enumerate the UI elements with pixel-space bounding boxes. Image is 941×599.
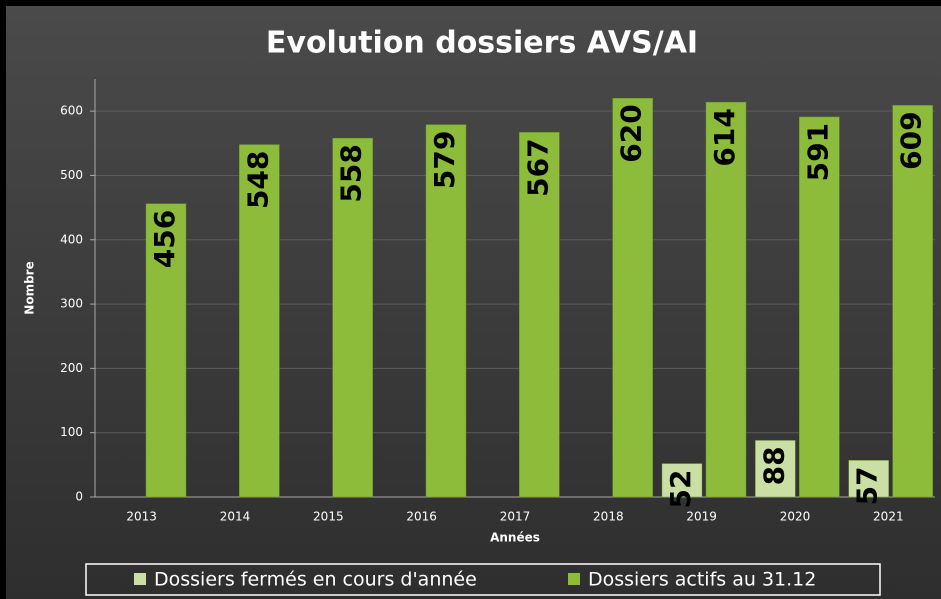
data-label: 579 [428,131,461,189]
y-tick-label: 300 [60,297,83,311]
y-axis-label: Nombre [23,261,37,314]
data-label: 88 [757,446,790,485]
x-tick-label: 2020 [780,510,811,524]
bar [425,124,467,498]
data-label: 614 [708,108,741,166]
bar [755,440,796,498]
bar [799,116,840,498]
y-tick-label: 100 [60,425,83,439]
bar [239,144,280,498]
bar [519,132,560,498]
data-label: 609 [895,111,928,169]
bar [848,460,889,498]
bar [661,463,703,498]
data-label: 591 [801,123,834,181]
x-tick-label: 2014 [220,510,251,524]
data-label: 57 [851,466,884,505]
bar [705,101,747,498]
legend-label: Dossiers actifs au 31.12 [588,569,816,591]
x-tick-label: 2021 [873,510,904,524]
data-label: 52 [664,470,697,509]
bar [892,105,933,498]
legend-marker [134,573,146,585]
x-axis-label: Années [490,531,540,545]
legend-box [85,563,881,596]
x-tick-label: 2015 [313,510,344,524]
legend-marker [568,573,580,585]
data-label: 456 [148,210,181,268]
data-label: 558 [335,144,368,202]
x-tick-label: 2013 [126,510,157,524]
y-tick-label: 600 [60,104,83,118]
y-tick-label: 200 [60,361,83,375]
bar [612,98,653,498]
x-tick-label: 2018 [593,510,624,524]
data-label: 567 [521,138,554,196]
y-tick-label: 400 [60,232,83,246]
y-tick-label: 500 [60,168,83,182]
x-tick-label: 2016 [406,510,437,524]
x-tick-label: 2019 [686,510,717,524]
data-label: 548 [241,151,274,209]
x-tick-label: 2017 [500,510,531,524]
legend-label: Dossiers fermés en cours d'année [154,569,477,591]
y-tick-label: 0 [75,490,83,504]
bar [145,203,187,498]
chart-title: Evolution dossiers AVS/AI [266,26,698,61]
data-label: 620 [615,104,648,162]
bar [332,137,373,498]
